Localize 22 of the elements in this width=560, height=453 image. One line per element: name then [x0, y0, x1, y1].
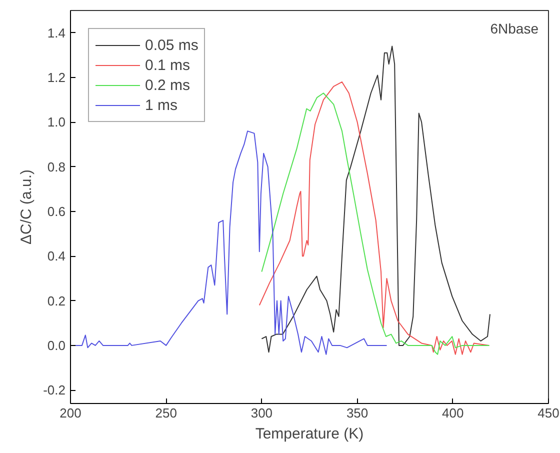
x-tick-label: 250 — [155, 406, 177, 420]
x-axis-title: Temperature (K) — [255, 426, 364, 442]
legend-label: 0.2 ms — [145, 76, 190, 94]
legend-label: 1 ms — [145, 96, 178, 114]
y-tick-label: 1.2 — [47, 70, 66, 85]
y-tick-label: 0.6 — [47, 204, 66, 219]
x-tick-label: 350 — [346, 406, 368, 420]
x-tick-label: 200 — [60, 406, 82, 420]
y-tick-label: 0.0 — [47, 338, 66, 353]
y-tick-label: 0.4 — [47, 248, 66, 264]
legend-label: 0.05 ms — [145, 36, 198, 54]
y-tick-label: 0.8 — [47, 159, 66, 174]
x-tick-label: 300 — [250, 406, 273, 420]
y-axis-title: ΔC/C (a.u.) — [18, 169, 36, 245]
x-tick-label: 400 — [442, 406, 464, 420]
y-tick-label: 1.0 — [47, 114, 66, 130]
annotation: 6Nbase — [490, 20, 539, 36]
y-tick-label: 0.2 — [47, 293, 66, 308]
x-tick-label: 450 — [538, 406, 560, 420]
y-tick-label: -0.2 — [43, 382, 66, 398]
legend-label: 0.1 ms — [145, 56, 190, 74]
y-tick-label: 1.4 — [47, 25, 66, 40]
